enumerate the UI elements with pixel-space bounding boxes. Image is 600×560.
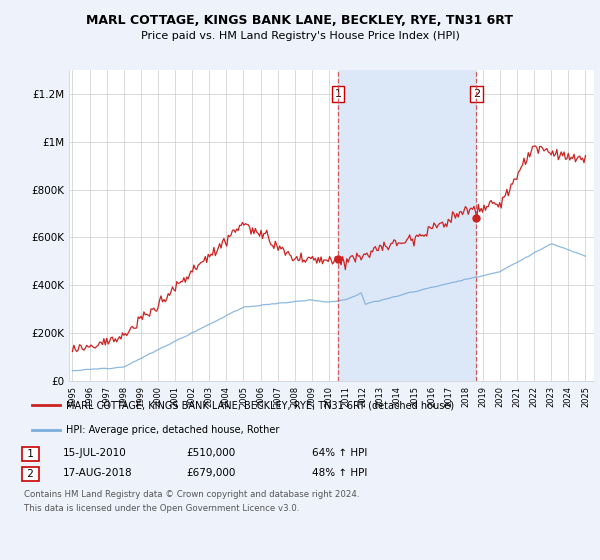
Text: £510,000: £510,000 (186, 448, 235, 458)
Text: Price paid vs. HM Land Registry's House Price Index (HPI): Price paid vs. HM Land Registry's House … (140, 31, 460, 41)
Text: 1: 1 (335, 89, 341, 99)
Text: 1: 1 (24, 449, 37, 459)
Text: 15-JUL-2010: 15-JUL-2010 (63, 448, 127, 458)
Text: This data is licensed under the Open Government Licence v3.0.: This data is licensed under the Open Gov… (24, 504, 299, 513)
Text: 64% ↑ HPI: 64% ↑ HPI (312, 448, 367, 458)
Text: 2: 2 (24, 469, 37, 479)
Bar (338, 70, 476, 381)
Text: HPI: Average price, detached house, Rother: HPI: Average price, detached house, Roth… (66, 425, 279, 435)
Text: £679,000: £679,000 (186, 468, 235, 478)
Text: MARL COTTAGE, KINGS BANK LANE, BECKLEY, RYE, TN31 6RT: MARL COTTAGE, KINGS BANK LANE, BECKLEY, … (86, 14, 514, 27)
Text: MARL COTTAGE, KINGS BANK LANE, BECKLEY, RYE, TN31 6RT (detached house): MARL COTTAGE, KINGS BANK LANE, BECKLEY, … (66, 400, 454, 410)
Text: 48% ↑ HPI: 48% ↑ HPI (312, 468, 367, 478)
Text: 2: 2 (473, 89, 480, 99)
Text: Contains HM Land Registry data © Crown copyright and database right 2024.: Contains HM Land Registry data © Crown c… (24, 490, 359, 499)
Text: 17-AUG-2018: 17-AUG-2018 (63, 468, 133, 478)
